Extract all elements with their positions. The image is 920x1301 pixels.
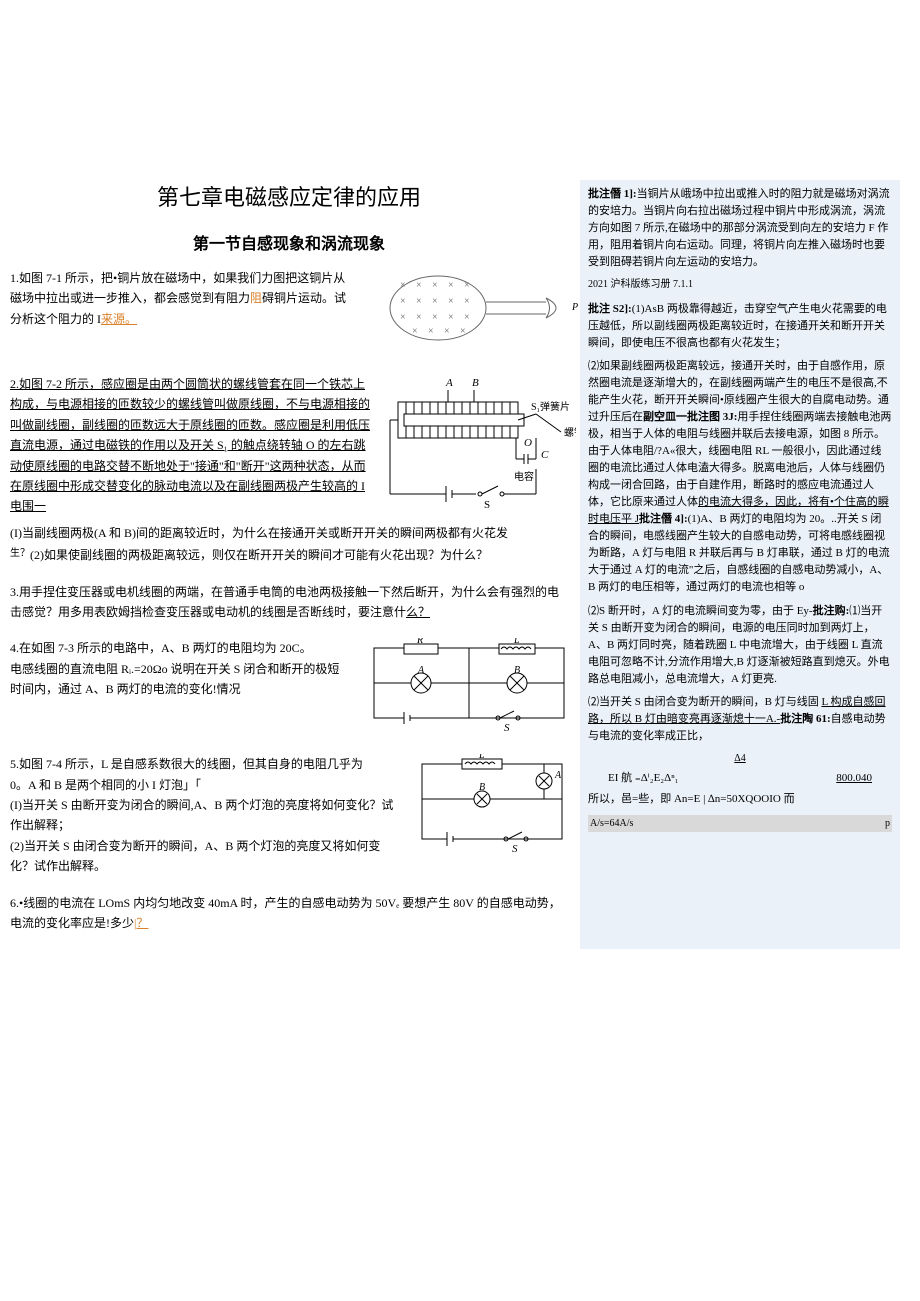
note3-body2a: ⑵S 断开时，A 灯的电流瞬间变为零，由于 Ey-	[588, 605, 813, 617]
gray-bar: A/s=64A/s p	[588, 815, 892, 833]
svg-text:S: S	[504, 722, 510, 733]
svg-text:P: P	[571, 302, 578, 313]
svg-text:×: ×	[448, 312, 454, 323]
svg-text:×: ×	[432, 296, 438, 307]
note2-hl: 副空皿一批注图 3J:	[643, 411, 737, 423]
svg-text:L: L	[478, 754, 485, 761]
question-6: 6.•线圈的电流在 LOmS 内均匀地改变 40mA 时，产生的自感电动势为 5…	[10, 893, 568, 934]
svg-text:×: ×	[400, 296, 406, 307]
svg-text:×: ×	[428, 326, 434, 337]
q2-sub1: (I)当副线圈两极(A 和 B)间的距离较近时，为什么在接通开关或断开开关的瞬间…	[10, 526, 508, 540]
svg-text:×: ×	[464, 296, 470, 307]
figure-7-3: R L A B S	[364, 638, 574, 733]
svg-text:S: S	[484, 499, 490, 509]
q5-sub2: (2)当开关 S 由闭合变为断开的瞬间，A、B 两个灯泡的亮度又将如何变化？试作…	[10, 836, 400, 877]
svg-text:R: R	[416, 638, 423, 646]
svg-text:×: ×	[444, 326, 450, 337]
q6-text: 6.•线圈的电流在 LOmS 内均匀地改变 40mA 时，产生的自感电动势为 5…	[10, 896, 561, 930]
graybar-right: p	[885, 816, 890, 832]
formula-right: 800.040	[836, 770, 872, 787]
q4-line2: 电感线圈的直流电阻 Rᵢ.=20Ωo 说明在开关 S 闭合和断开的极短时间内，通…	[10, 659, 340, 700]
figure-7-2: A B S₁弹簧片 螺钉 O	[386, 374, 576, 509]
note1-title: 批注僭 1]:	[588, 188, 637, 200]
svg-text:×: ×	[460, 326, 466, 337]
note2-body1: (1)AsB 两极靠得越近，击穿空气产生电火花需要的电压越低，所以副线圈两极距离…	[588, 303, 887, 349]
main-column: 第七章电磁感应定律的应用 第一节自感现象和涡流现象 1.如图 7-1 所示，把•…	[10, 180, 580, 949]
question-4: 4.在如图 7-3 所示的电路中，A、B 两灯的电阻均为 20C。 电感线圈的直…	[10, 638, 568, 738]
svg-text:×: ×	[400, 312, 406, 323]
svg-text:×: ×	[416, 280, 422, 291]
question-2: 2.如图 7-2 所示，感应圈是由两个圆筒状的螺线管套在同一个铁芯上构成，与电源…	[10, 374, 568, 566]
svg-text:×: ×	[448, 296, 454, 307]
svg-text:×: ×	[416, 312, 422, 323]
q1-orange2: 来源。	[101, 312, 137, 326]
q5-line2: 0。A 和 B 是两个相同的小 I 灯泡」「	[10, 778, 201, 792]
svg-text:螺钉: 螺钉	[564, 427, 576, 439]
svg-text:×: ×	[432, 312, 438, 323]
svg-text:L: L	[513, 638, 520, 646]
note3-title: 批注僭 4]:	[639, 513, 688, 525]
note1-body: 当铜片从峨场中拉出或推入时的阻力就是磁场对涡流的安培力。当铜片向右拉出磁场过程中…	[588, 188, 890, 268]
figure-7-1: × × × × × × × × × × × × × × × × × × × P	[378, 268, 578, 348]
annotations-column: 批注僭 1]:当铜片从峨场中拉出或推入时的阻力就是磁场对涡流的安培力。当铜片向右…	[580, 180, 900, 949]
figure-7-4: L A B S	[412, 754, 572, 854]
note5-title: 批注陶 61:	[780, 713, 830, 725]
svg-text:×: ×	[432, 280, 438, 291]
svg-text:B: B	[472, 377, 479, 389]
svg-text:×: ×	[464, 280, 470, 291]
note2-title: 批注 S2]:	[588, 303, 632, 315]
note3-body1: (1)A、B 两灯的电阻均为 20。..开关 S 闭合的瞬间，电感线圈产生较大的…	[588, 513, 890, 593]
q2-line1: 2.如图 7-2 所示，感应圈是由两个圆筒状的螺线管套在同一个铁芯上构成，与电源…	[10, 377, 370, 513]
svg-text:S: S	[512, 843, 518, 854]
svg-text:B: B	[479, 782, 485, 793]
note2-body3: 用手捏住线圈两端去接触电池两极，相当于人体的电阻与线圈并联后去接电源，如图 8 …	[588, 411, 891, 508]
graybar-left: A/s=64A/s	[590, 816, 633, 832]
svg-text:C: C	[541, 449, 549, 461]
q6-ul: |？	[134, 916, 148, 930]
q5-line1: 5.如图 7-4 所示，L 是自感系数很大的线圈，但其自身的电阻几乎为	[10, 754, 400, 774]
note4-title: 批注购:	[813, 605, 850, 617]
chapter-title: 第七章电磁感应定律的应用	[10, 180, 568, 212]
q2-sub2a: 生？	[10, 548, 30, 559]
formula-left: EI 航 ₌Δⁱ₂E₂Δⁿ₁	[608, 770, 679, 787]
q1-orange1: 阻	[250, 291, 262, 305]
q3-text: 3.用手捏住变压器或电机线圈的两端，在普通手电筒的电池两极接触一下然后断开，为什…	[10, 585, 559, 619]
question-5: 5.如图 7-4 所示，L 是自感系数很大的线圈，但其自身的电阻几乎为 0。A …	[10, 754, 568, 876]
svg-text:×: ×	[464, 312, 470, 323]
note4-body2a: ⑵当开关 S 由闭合变为断开的瞬间，B 灯与线固	[588, 696, 819, 708]
note1-src: 2021 沪科版练习册 7.1.1	[588, 277, 892, 293]
svg-text:A: A	[554, 770, 562, 781]
q5-sub1: (I)当开关 S 由断开变为闭合的瞬间,A、B 两个灯泡的亮度将如何变化？试作出…	[10, 795, 400, 836]
q3-ul: 么？	[406, 605, 430, 619]
svg-text:×: ×	[412, 326, 418, 337]
formula-row: EI 航 ₌Δⁱ₂E₂Δⁿ₁ 800.040	[588, 770, 892, 787]
line-after-formula: 所以，邑=些，即 An=E | ∆n=50XQOOIO 而	[588, 791, 892, 808]
svg-text:O: O	[524, 437, 532, 449]
question-3: 3.用手捏住变压器或电机线圈的两端，在普通手电筒的电池两极接触一下然后断开，为什…	[10, 582, 568, 623]
svg-text:A: A	[417, 665, 425, 676]
q2-sub2b: (2)如果使副线圈的两极距离较远，则仅在断开开关的瞬间才可能有火花出现？为什么？	[30, 548, 488, 562]
svg-text:B: B	[514, 665, 520, 676]
svg-text:S₁弹簧片: S₁弹簧片	[531, 400, 570, 413]
q4-line1: 4.在如图 7-3 所示的电路中，A、B 两灯的电阻均为 20C。	[10, 638, 340, 658]
question-1: 1.如图 7-1 所示，把•铜片放在磁场中，如果我们力图把这铜片从磁场中拉出或进…	[10, 268, 568, 358]
svg-text:×: ×	[400, 280, 406, 291]
svg-text:电容: 电容	[514, 470, 534, 483]
svg-text:A: A	[445, 377, 453, 389]
delta-symbol: Δ4	[588, 751, 892, 767]
svg-text:×: ×	[416, 296, 422, 307]
svg-text:×: ×	[448, 280, 454, 291]
section-title: 第一节自感现象和涡流现象	[10, 230, 568, 254]
